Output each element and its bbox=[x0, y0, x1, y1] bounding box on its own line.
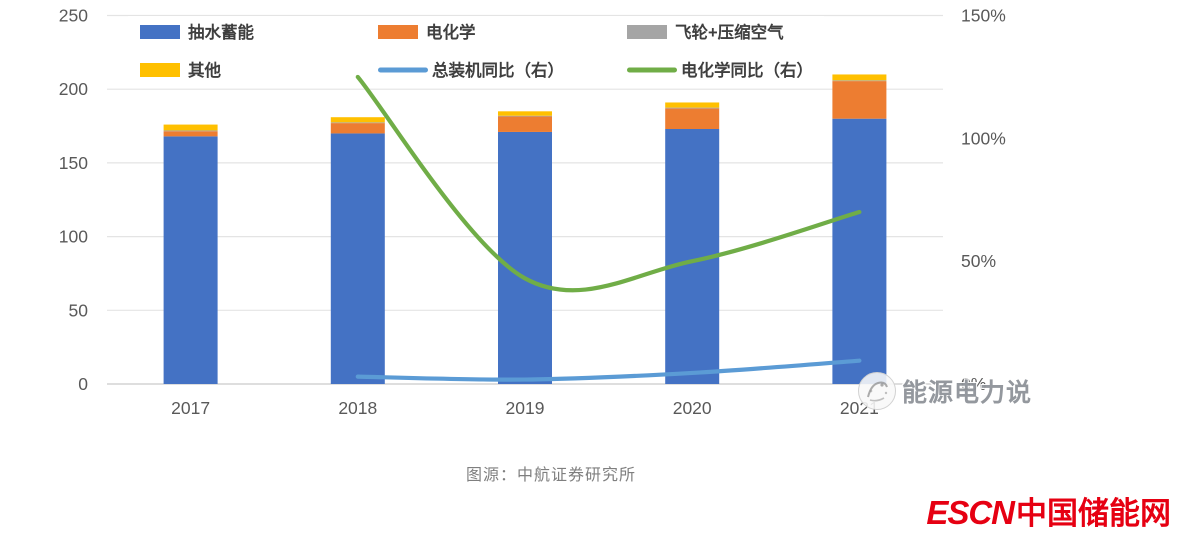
bar-segment bbox=[163, 131, 218, 137]
bar-segment bbox=[832, 80, 887, 82]
legend-swatch-box bbox=[140, 63, 180, 77]
legend-label: 电化学同比（右） bbox=[681, 60, 813, 80]
right-axis-tick-label: 0% bbox=[961, 374, 986, 394]
bar-segment bbox=[832, 118, 887, 385]
bar-segment bbox=[330, 117, 385, 123]
right-axis-tick-label: 150% bbox=[961, 6, 1006, 26]
left-axis-tick-label: 200 bbox=[59, 79, 88, 99]
legend-swatch-box bbox=[378, 25, 418, 39]
x-axis-category-label: 2021 bbox=[840, 398, 879, 418]
bar-segment bbox=[498, 116, 552, 132]
bar-segment bbox=[665, 102, 720, 108]
legend-swatch-line bbox=[378, 67, 428, 73]
bar-segment bbox=[665, 107, 720, 109]
legend-label: 抽水蓄能 bbox=[188, 22, 255, 42]
escn-logo-cn: 中国储能网 bbox=[1016, 496, 1171, 531]
legend-swatch-box bbox=[140, 25, 180, 39]
escn-logo: ESCN中国储能网 bbox=[926, 495, 1171, 538]
bar-segment bbox=[330, 123, 385, 134]
x-axis-category-label: 2017 bbox=[171, 398, 210, 418]
legend-label: 电化学 bbox=[426, 22, 476, 42]
legend-label: 其他 bbox=[188, 60, 222, 80]
bar-segment bbox=[832, 81, 887, 119]
bar-segment bbox=[665, 108, 720, 129]
left-axis-tick-label: 100 bbox=[59, 227, 88, 247]
x-axis-category-label: 2019 bbox=[506, 398, 545, 418]
left-axis-tick-label: 0 bbox=[78, 374, 88, 394]
bar-segment bbox=[832, 74, 887, 81]
legend-background bbox=[128, 16, 824, 88]
right-axis-tick-label: 100% bbox=[961, 128, 1006, 148]
legend-label: 总装机同比（右） bbox=[432, 60, 564, 80]
bar-segment bbox=[498, 115, 552, 117]
bar-segment bbox=[330, 133, 385, 384]
left-axis-tick-label: 50 bbox=[69, 300, 89, 320]
left-axis-tick-label: 250 bbox=[59, 6, 88, 26]
bar-segment bbox=[163, 124, 218, 131]
x-axis-category-label: 2018 bbox=[338, 398, 377, 418]
line-series bbox=[355, 358, 862, 382]
escn-logo-en: ESCN bbox=[926, 494, 1015, 531]
bar-segment bbox=[498, 131, 552, 384]
legend-label: 飞轮+压缩空气 bbox=[675, 22, 784, 42]
line-series bbox=[355, 74, 862, 293]
legend-swatch-line bbox=[627, 67, 677, 73]
bar-segment bbox=[163, 130, 218, 132]
figure-source-caption: 图源：中航证券研究所 bbox=[465, 467, 637, 484]
bar-segment bbox=[498, 111, 552, 116]
x-axis-category-label: 2020 bbox=[673, 398, 712, 418]
bar-segment bbox=[330, 122, 385, 124]
left-axis-tick-label: 150 bbox=[59, 153, 88, 173]
right-axis-tick-label: 50% bbox=[961, 251, 996, 271]
legend-swatch-box bbox=[627, 25, 667, 39]
bar-segment bbox=[163, 136, 218, 384]
